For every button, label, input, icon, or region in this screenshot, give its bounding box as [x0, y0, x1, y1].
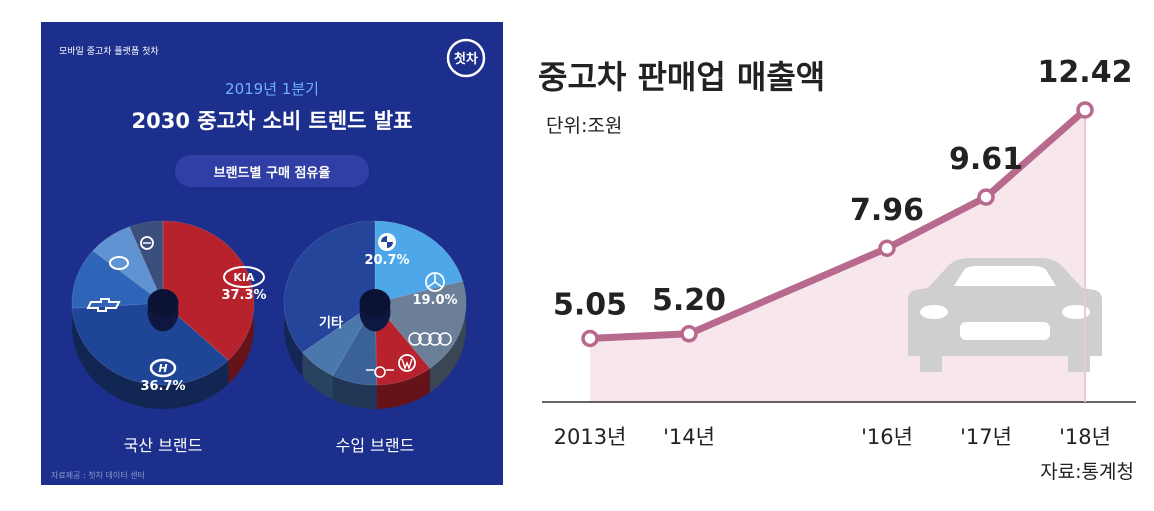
value-labels-layer: 5.05 5.20 7.96 9.61 12.42	[553, 55, 1132, 322]
mini-logo-icon	[366, 366, 394, 378]
ssangyong-logo-icon	[140, 236, 154, 250]
pie-slice-audi	[374, 301, 431, 386]
pie-center-top	[359, 289, 391, 317]
chacha-logo-icon: 첫차	[446, 38, 486, 78]
pie-value-label: 19.0%	[412, 293, 457, 308]
pie-slice-chevrolet	[71, 250, 165, 309]
infographic-title: 2030 중고차 소비 트렌드 발표	[132, 109, 413, 133]
pie-value-label: 기타	[319, 315, 343, 331]
pie-side-mercedes-benz	[429, 281, 466, 393]
chart-title: 중고차 판매업 매출액	[538, 58, 825, 96]
points-layer	[581, 101, 1094, 348]
mercedes-logo-icon	[425, 272, 445, 292]
x-tick-label-2014: '14년	[663, 425, 715, 449]
svg-text:H: H	[158, 362, 167, 375]
pie-side-volkswagen	[332, 375, 377, 409]
chevrolet-logo-icon	[86, 298, 121, 312]
unit-label: 단위:조원	[546, 115, 622, 137]
data-point-2014	[680, 325, 698, 343]
volkswagen-logo-icon	[398, 354, 416, 372]
domestic-pie: KIA 37.3% H 36.7% 국산 브랜드	[71, 220, 267, 455]
pie-value-label: 20.7%	[364, 253, 409, 268]
pie-slice-ssangyong	[128, 220, 164, 304]
svg-text:KIA: KIA	[233, 271, 255, 284]
line-chart-panel: 중고차 판매업 매출액 단위:조원 5.05 5.20 7.96 9.61 12.42 …	[520, 0, 1154, 511]
car-silhouette-icon	[908, 258, 1102, 372]
value-label-2017: 9.61	[949, 142, 1023, 177]
pie-center-top	[147, 289, 179, 317]
x-tick-label-2017: '17년	[960, 425, 1012, 449]
pie-slice-mini	[301, 302, 376, 377]
data-point-2018	[1076, 101, 1094, 119]
infographic-panel: 모바일 중고차 플랫폼 첫차 첫차 2019년 1분기 2030 중고차 소비 …	[41, 22, 503, 485]
bmw-logo-icon	[378, 233, 396, 251]
period-label: 2019년 1분기	[225, 80, 319, 98]
logo-text: 첫차	[454, 51, 478, 67]
value-label-2013: 5.05	[553, 287, 627, 322]
subtitle-pill	[175, 155, 369, 187]
source-label: 자료제공 : 첫차 데이터 센터	[51, 470, 145, 480]
data-point-2013	[581, 329, 599, 348]
audi-logo-icon	[408, 332, 452, 346]
pie-title: 국산 브랜드	[124, 436, 203, 455]
pie-value-label: 37.3%	[221, 288, 266, 303]
value-label-2016: 7.96	[850, 193, 924, 228]
pie-side-hyundai	[72, 308, 229, 409]
pie-slice-mercedes-benz	[374, 280, 467, 369]
pie-side-mini	[302, 352, 333, 400]
pie-slice-bmw	[374, 220, 464, 304]
subtitle: 브랜드별 구매 점유율	[214, 165, 331, 181]
tick-labels-layer: 2013년 '14년 '16년 '17년 '18년	[554, 425, 1111, 449]
x-tick-label-2018: '18년	[1059, 425, 1111, 449]
chart-source: 자료:통계청	[1040, 461, 1134, 483]
data-point-2017	[977, 188, 995, 206]
x-tick-label-2013: 2013년	[554, 425, 627, 449]
infographic-svg: 모바일 중고차 플랫폼 첫차 첫차 2019년 1분기 2030 중고차 소비 …	[51, 38, 486, 480]
pie-title: 수입 브랜드	[336, 436, 415, 455]
hyundai-logo-icon: H	[149, 358, 177, 378]
pie-slice-kia	[162, 220, 255, 361]
pie-side-audi	[376, 368, 430, 409]
value-label-2014: 5.20	[652, 283, 726, 318]
renault-samsung-logo-icon	[109, 256, 129, 270]
x-tick-label-2016: '16년	[861, 425, 913, 449]
value-label-2018: 12.42	[1038, 55, 1133, 90]
kia-logo-icon: KIA	[223, 266, 265, 288]
pie-slice-기타	[283, 220, 376, 353]
line-chart-svg: 중고차 판매업 매출액 단위:조원 5.05 5.207.969.6112.42 …	[538, 55, 1136, 483]
data-point-2016	[878, 239, 896, 257]
pie-value-label: 36.7%	[140, 379, 185, 394]
platform-label: 모바일 중고차 플랫폼 첫차	[59, 45, 159, 57]
pie-slice-hyundai	[71, 302, 229, 386]
